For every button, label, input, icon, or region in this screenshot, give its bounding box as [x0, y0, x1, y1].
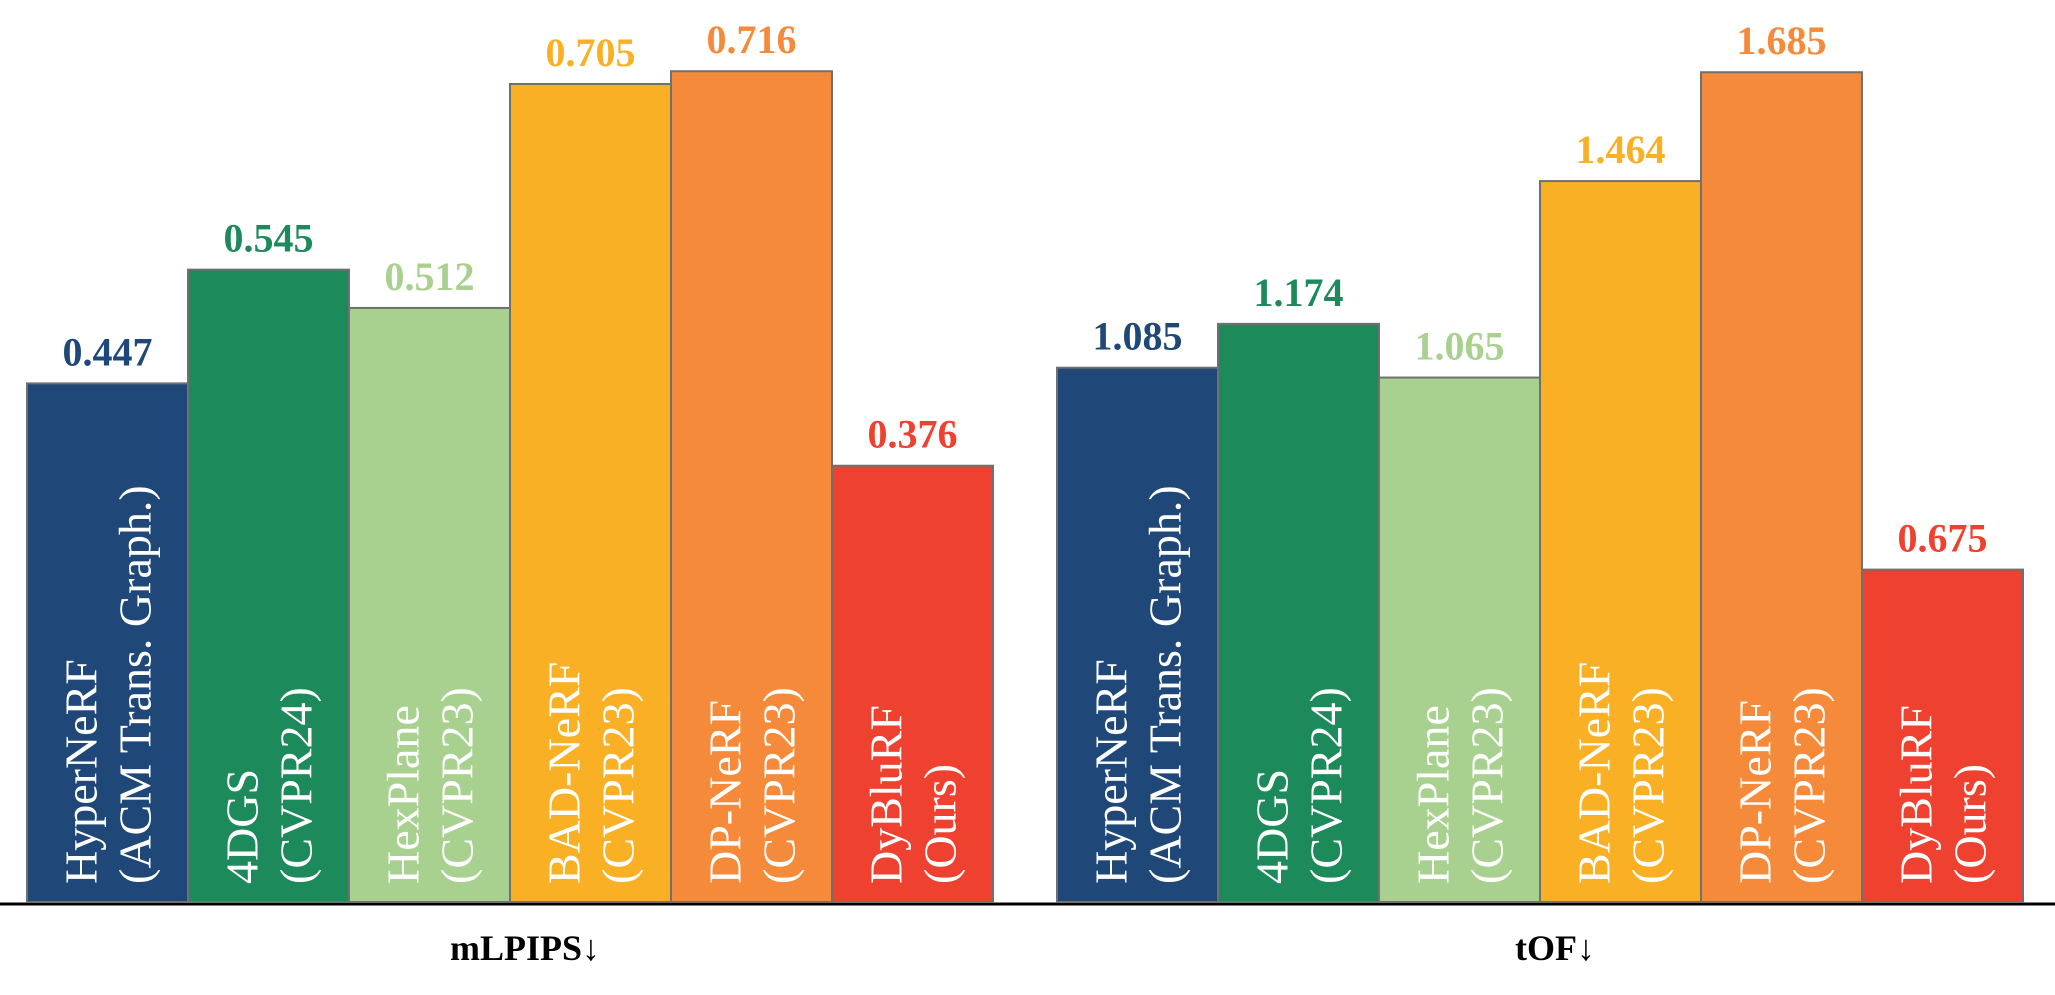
- category-label-2-4: BAD-NeRF(CVPR23): [1569, 662, 1674, 884]
- category-label-1-6: DyBluRF(Ours): [861, 705, 966, 884]
- value-label-2-3: 1.065: [1415, 324, 1505, 369]
- category-label-line: HyperNeRF: [56, 659, 107, 884]
- category-label-2-3: HexPlane(CVPR23): [1408, 687, 1513, 884]
- category-label-2-2: 4DGS(CVPR24): [1247, 687, 1352, 884]
- bar-1-3: [348, 306, 511, 904]
- category-label-line: BAD-NeRF: [539, 662, 590, 884]
- category-label-line: DyBluRF: [861, 705, 912, 884]
- category-label-line: DP-NeRF: [1730, 700, 1781, 884]
- value-label-1-2: 0.545: [224, 216, 314, 261]
- category-label-line: BAD-NeRF: [1569, 662, 1620, 884]
- category-label-1-3: HexPlane(CVPR23): [378, 687, 483, 884]
- category-label-line: 4DGS: [1247, 769, 1298, 884]
- category-label-line: (ACM Trans. Graph.): [110, 485, 161, 884]
- down-arrow-icon: ↓: [582, 928, 600, 968]
- bar-2-4: [1539, 180, 1702, 903]
- category-label-2-6: DyBluRF(Ours): [1891, 705, 1996, 884]
- category-label-line: (CVPR24): [1301, 687, 1352, 884]
- value-label-1-1: 0.447: [63, 329, 153, 374]
- category-label-line: DyBluRF: [1891, 705, 1942, 884]
- bar-2-6: [1861, 568, 2024, 903]
- category-label-line: (CVPR23): [754, 687, 805, 884]
- chart-panel-2: 1.085 HyperNeRF(ACM Trans. Graph.) 1.174 4D…: [1056, 18, 2024, 968]
- bar-1-1: [26, 382, 189, 903]
- category-label-line: (CVPR23): [1462, 687, 1513, 884]
- category-label-1-4: BAD-NeRF(CVPR23): [539, 662, 644, 884]
- value-label-1-3: 0.512: [385, 254, 475, 299]
- down-arrow-icon: ↓: [1577, 928, 1595, 968]
- category-label-1-1: HyperNeRF(ACM Trans. Graph.): [56, 485, 161, 884]
- bar-2-1: [1056, 366, 1219, 904]
- category-label-line: HexPlane: [1408, 705, 1459, 884]
- category-label-line: (ACM Trans. Graph.): [1140, 485, 1191, 884]
- category-label-line: (CVPR23): [1784, 687, 1835, 884]
- value-label-1-4: 0.705: [546, 30, 636, 75]
- category-label-2-5: DP-NeRF(CVPR23): [1730, 687, 1835, 884]
- category-label-line: (Ours): [1945, 764, 1996, 884]
- axis-title-text: mLPIPS: [450, 928, 582, 968]
- value-label-1-6: 0.376: [868, 412, 958, 457]
- value-label-2-4: 1.464: [1576, 127, 1666, 172]
- axis-title-text: tOF: [1515, 928, 1577, 968]
- value-label-2-1: 1.085: [1093, 314, 1183, 359]
- category-label-line: (CVPR24): [271, 687, 322, 884]
- category-label-line: (Ours): [915, 764, 966, 884]
- category-label-line: HyperNeRF: [1086, 659, 1137, 884]
- category-label-2-1: HyperNeRF(ACM Trans. Graph.): [1086, 485, 1191, 884]
- category-label-line: (CVPR23): [1623, 687, 1674, 884]
- axis-title-2: tOF↓: [1515, 928, 1595, 968]
- value-label-1-5: 0.716: [707, 17, 797, 62]
- bar-1-6: [831, 464, 994, 903]
- bar-1-4: [509, 83, 672, 904]
- bar-2-3: [1378, 376, 1541, 903]
- bar-2-5: [1700, 71, 1863, 903]
- chart-panel-1: 0.447 HyperNeRF(ACM Trans. Graph.) 0.545 4D…: [26, 17, 994, 968]
- axis-title-1: mLPIPS↓: [450, 928, 600, 968]
- category-label-line: DP-NeRF: [700, 700, 751, 884]
- category-label-line: HexPlane: [378, 705, 429, 884]
- category-label-line: (CVPR23): [432, 687, 483, 884]
- bar-1-2: [187, 268, 350, 903]
- value-label-2-6: 0.675: [1898, 516, 1988, 561]
- category-label-line: 4DGS: [217, 769, 268, 884]
- value-label-2-5: 1.685: [1737, 18, 1827, 63]
- bar-1-5: [670, 70, 833, 903]
- category-label-1-5: DP-NeRF(CVPR23): [700, 687, 805, 884]
- category-label-line: (CVPR23): [593, 687, 644, 884]
- category-label-1-2: 4DGS(CVPR24): [217, 687, 322, 884]
- bar-2-2: [1217, 322, 1380, 904]
- value-label-2-2: 1.174: [1254, 270, 1344, 315]
